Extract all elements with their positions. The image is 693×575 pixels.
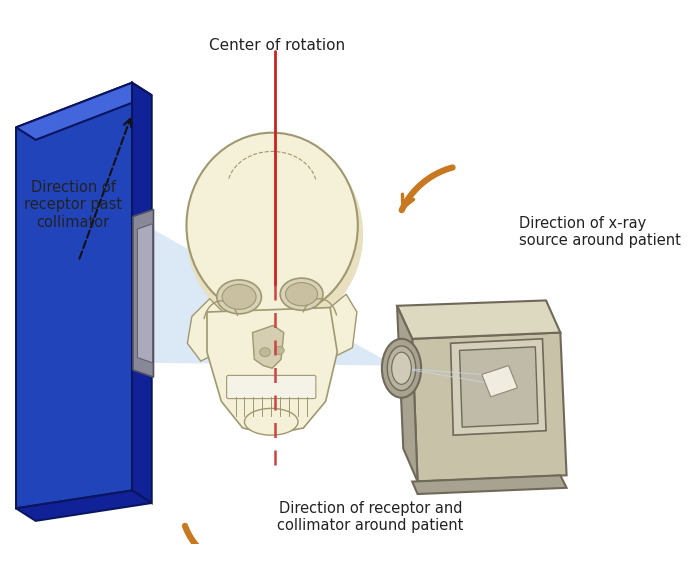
Polygon shape [16, 83, 152, 140]
Polygon shape [482, 366, 518, 397]
Ellipse shape [280, 278, 323, 311]
Ellipse shape [186, 139, 363, 330]
Polygon shape [412, 476, 567, 494]
Text: Direction of x-ray
source around patient: Direction of x-ray source around patient [519, 216, 681, 248]
Polygon shape [16, 490, 152, 521]
Ellipse shape [260, 348, 270, 356]
Polygon shape [252, 325, 283, 368]
Ellipse shape [222, 285, 256, 309]
Ellipse shape [286, 282, 317, 306]
Polygon shape [397, 301, 561, 339]
Polygon shape [133, 209, 153, 377]
Polygon shape [137, 224, 152, 363]
Polygon shape [207, 308, 337, 434]
Ellipse shape [186, 133, 358, 319]
Polygon shape [412, 332, 567, 482]
Ellipse shape [382, 339, 421, 398]
Text: Direction of
receptor past
collimator: Direction of receptor past collimator [24, 180, 122, 230]
Polygon shape [187, 298, 227, 361]
Ellipse shape [274, 346, 284, 354]
Ellipse shape [392, 352, 412, 384]
Polygon shape [152, 229, 394, 366]
Polygon shape [16, 83, 132, 508]
Polygon shape [397, 306, 418, 482]
Ellipse shape [245, 408, 298, 435]
Text: Center of rotation: Center of rotation [209, 38, 344, 53]
Polygon shape [459, 347, 538, 427]
Ellipse shape [217, 280, 261, 314]
Polygon shape [132, 83, 152, 503]
FancyBboxPatch shape [227, 375, 316, 398]
Ellipse shape [387, 346, 416, 390]
Polygon shape [323, 294, 357, 356]
Polygon shape [450, 339, 546, 435]
Text: Direction of receptor and
collimator around patient: Direction of receptor and collimator aro… [277, 501, 464, 534]
